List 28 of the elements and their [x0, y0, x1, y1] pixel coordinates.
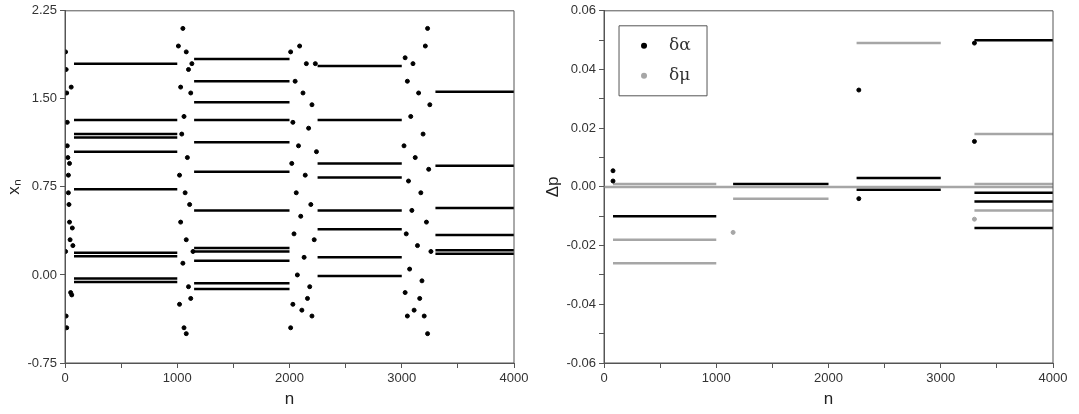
y-tick-label: -0.06 — [566, 354, 597, 370]
x-tick-label: 1000 — [162, 370, 192, 386]
y-tick-label: 1.50 — [31, 90, 58, 106]
y-tick-label: 0.02 — [570, 119, 597, 135]
x-tick-label: 3000 — [387, 370, 417, 386]
x-tick-label: 0 — [600, 370, 608, 386]
x-tick-label: 3000 — [926, 370, 956, 386]
y-tick-label: 0.06 — [570, 2, 597, 18]
x-tick-label: 4000 — [1038, 370, 1068, 386]
y-tick-label: 0.00 — [570, 178, 597, 194]
y-tick-label: -0.75 — [27, 354, 58, 370]
y-tick-label: -0.02 — [566, 237, 597, 253]
legend-label: δα — [669, 34, 692, 55]
y-tick-label: 0.04 — [570, 61, 597, 77]
x-tick-label: 1000 — [701, 370, 731, 386]
legend-label: δμ — [669, 64, 691, 85]
x-tick-label: 2000 — [275, 370, 304, 386]
y-tick-label: -0.04 — [566, 295, 597, 311]
x-axis-title: n — [823, 389, 834, 409]
y-axis-title: xₙ — [3, 179, 23, 195]
y-tick-label: 0.00 — [31, 266, 58, 282]
x-axis-title: n — [284, 389, 295, 409]
y-tick-label: 0.75 — [31, 178, 58, 194]
x-tick-label: 0 — [61, 370, 69, 386]
x-tick-label: 4000 — [499, 370, 529, 386]
y-tick-label: 2.25 — [31, 2, 58, 18]
x-tick-label: 2000 — [814, 370, 843, 386]
y-axis-title: Δp — [542, 176, 562, 198]
